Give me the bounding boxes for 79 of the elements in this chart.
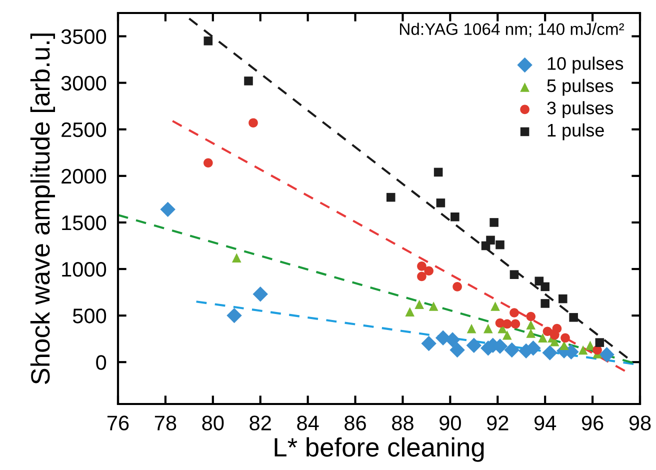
point <box>502 330 512 340</box>
annotation: Nd:YAG 1064 nm; 140 mJ/cm² <box>400 22 624 37</box>
point <box>540 282 550 292</box>
point <box>444 332 460 348</box>
point <box>204 158 213 168</box>
point <box>599 347 614 362</box>
y-tick-label: 2500 <box>62 122 106 138</box>
point <box>417 262 426 271</box>
point <box>502 319 512 329</box>
point <box>496 240 504 250</box>
point <box>542 326 552 336</box>
point <box>578 345 588 355</box>
point <box>559 340 569 350</box>
y-tick-label: 1500 <box>62 215 106 230</box>
x-tick-label: 92 <box>487 416 508 430</box>
point <box>569 313 578 322</box>
point <box>428 302 438 311</box>
point <box>510 319 520 329</box>
point <box>450 212 460 222</box>
point <box>436 198 446 208</box>
point <box>417 272 426 282</box>
x-tick-label: 80 <box>202 416 224 430</box>
point <box>490 302 500 311</box>
y-tick-label: 3000 <box>61 76 106 91</box>
legend-label: 3 pulses <box>547 101 614 118</box>
point <box>552 324 562 334</box>
point <box>510 270 519 279</box>
point <box>526 312 536 322</box>
point <box>226 308 242 324</box>
x-tick-label: 86 <box>344 416 366 430</box>
point <box>483 324 493 334</box>
point <box>595 338 604 347</box>
point <box>405 307 415 316</box>
legend-label: 10 pulses <box>548 56 624 74</box>
point <box>414 300 424 310</box>
point <box>421 336 436 352</box>
point <box>434 168 443 177</box>
point <box>160 202 176 218</box>
point <box>526 320 536 330</box>
point <box>510 308 519 318</box>
point <box>542 345 558 360</box>
point <box>538 333 548 343</box>
point <box>386 192 396 202</box>
point <box>504 342 520 358</box>
point <box>558 294 568 304</box>
point <box>560 333 570 343</box>
y-tick-label: 0 <box>96 355 106 370</box>
point <box>526 328 536 338</box>
x-tick-label: 76 <box>107 416 129 430</box>
point <box>490 218 498 227</box>
legend-label: 5 pulses <box>547 78 614 96</box>
point <box>232 253 242 262</box>
point <box>586 340 595 350</box>
point <box>204 36 213 46</box>
point <box>424 266 434 276</box>
point <box>450 342 465 358</box>
point <box>486 236 495 245</box>
x-tick-label: 78 <box>154 416 176 430</box>
y-tick-label: 1000 <box>62 262 106 277</box>
point <box>248 118 258 128</box>
x-axis-title: L* before cleaning <box>274 437 484 462</box>
x-tick-label: 84 <box>297 416 319 430</box>
legend-label: 1 pulse <box>548 123 604 140</box>
x-tick-label: 90 <box>440 416 461 430</box>
point <box>540 299 550 308</box>
x-tick-label: 98 <box>629 416 651 430</box>
point <box>466 338 482 353</box>
point <box>466 324 476 334</box>
x-tick-label: 96 <box>582 416 604 430</box>
point <box>452 282 462 292</box>
point <box>252 286 268 302</box>
x-tick-label: 82 <box>250 416 271 430</box>
x-tick-label: 88 <box>392 416 414 430</box>
y-tick-label: 2000 <box>62 168 106 184</box>
y-tick-label: 3500 <box>61 29 106 44</box>
y-tick-label: 500 <box>72 308 106 324</box>
x-tick-label: 94 <box>534 416 556 430</box>
point <box>244 76 253 86</box>
y-axis-title: Shock wave amplitude [arb.u.] <box>30 34 55 384</box>
